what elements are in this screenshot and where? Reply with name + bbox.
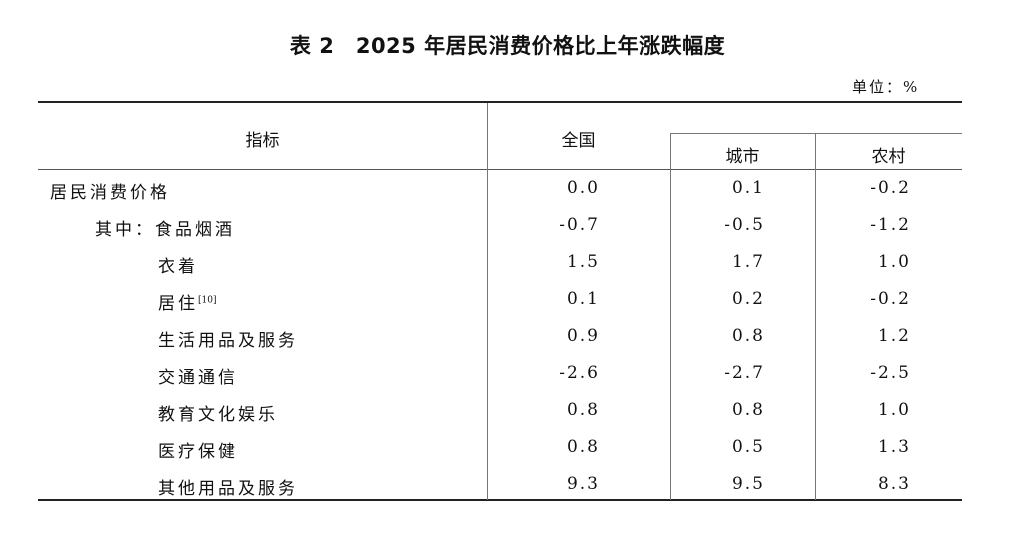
value-rural: 1.2 (877, 326, 911, 346)
value-rural: -2.5 (870, 363, 911, 383)
bottom-rule (38, 499, 962, 501)
value-national: 0.8 (566, 437, 600, 457)
value-urban: -0.5 (724, 215, 765, 235)
value-rural: -0.2 (870, 289, 911, 309)
value-national: -0.7 (559, 215, 600, 235)
value-rural: -1.2 (870, 215, 911, 235)
row-label: 居民消费价格 (50, 183, 170, 203)
value-rural: 8.3 (877, 474, 911, 494)
table-row: 衣着 1.5 1.7 1.0 (38, 245, 962, 282)
table-row: 其中：食品烟酒 -0.7 -0.5 -1.2 (38, 208, 962, 245)
table-row: 生活用品及服务 0.9 0.8 1.2 (38, 319, 962, 356)
table-title: 表 2 2025 年居民消费价格比上年涨跌幅度 (289, 34, 726, 58)
value-rural: 1.0 (877, 252, 911, 272)
value-national: 0.9 (566, 326, 600, 346)
value-urban: 0.8 (731, 400, 765, 420)
value-rural: 1.3 (877, 437, 911, 457)
value-national: 0.1 (566, 289, 600, 309)
value-national: 0.0 (566, 178, 600, 198)
footnote-ref[interactable]: [10] (198, 295, 217, 306)
table-row: 居住[10] 0.1 0.2 -0.2 (38, 282, 962, 319)
row-label: 其他用品及服务 (158, 479, 298, 499)
row-label: 衣着 (158, 257, 198, 277)
header-rural: 农村 (871, 147, 906, 167)
col-divider (487, 103, 488, 500)
table-row: 其他用品及服务 9.3 9.5 8.3 (38, 467, 962, 504)
value-national: 0.8 (566, 400, 600, 420)
value-urban: 9.5 (731, 474, 765, 494)
header-indicator: 指标 (245, 131, 280, 151)
value-urban: 1.7 (731, 252, 765, 272)
value-rural: -0.2 (870, 178, 911, 198)
header-urban: 城市 (725, 147, 760, 167)
value-urban: 0.8 (731, 326, 765, 346)
top-rule (38, 101, 962, 103)
table-row: 交通通信 -2.6 -2.7 -2.5 (38, 356, 962, 393)
row-label: 其中：食品烟酒 (95, 220, 235, 240)
row-label: 交通通信 (158, 368, 238, 388)
row-label: 教育文化娱乐 (158, 405, 278, 425)
value-urban: 0.5 (731, 437, 765, 457)
header-national: 全国 (561, 131, 596, 151)
subheader-rule (670, 133, 962, 134)
row-label: 居住[10] (158, 294, 217, 314)
value-urban: 0.2 (731, 289, 765, 309)
value-national: -2.6 (559, 363, 600, 383)
row-label: 生活用品及服务 (158, 331, 298, 351)
table-row: 医疗保健 0.8 0.5 1.3 (38, 430, 962, 467)
row-label: 医疗保健 (158, 442, 238, 462)
header-bottom-rule (38, 169, 962, 170)
value-national: 9.3 (566, 474, 600, 494)
table-row: 居民消费价格 0.0 0.1 -0.2 (38, 171, 962, 208)
value-urban: 0.1 (731, 178, 765, 198)
unit-label: 单位：% (852, 78, 920, 96)
col-divider (670, 133, 671, 500)
col-divider (815, 133, 816, 500)
value-rural: 1.0 (877, 400, 911, 420)
value-national: 1.5 (566, 252, 600, 272)
value-urban: -2.7 (724, 363, 765, 383)
table-row: 教育文化娱乐 0.8 0.8 1.0 (38, 393, 962, 430)
